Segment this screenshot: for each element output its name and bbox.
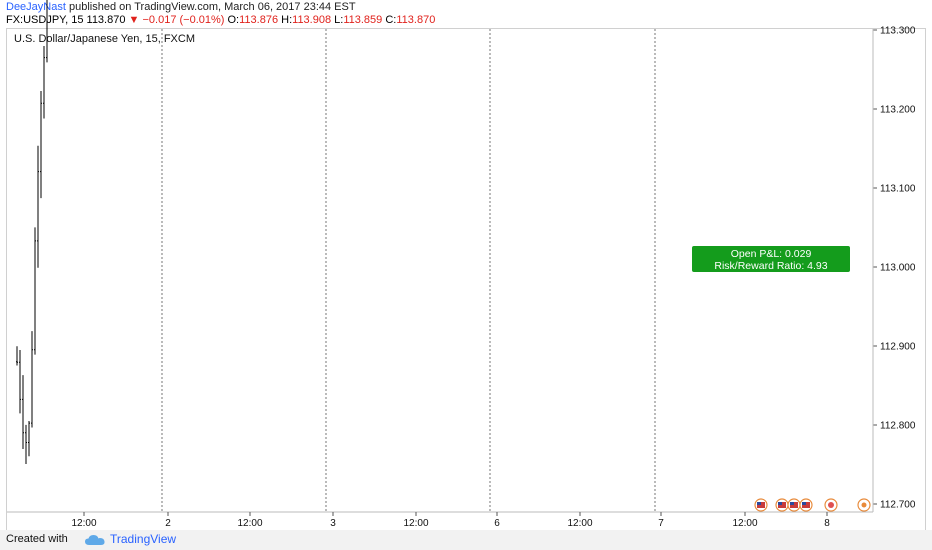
y-tick-label: 112.900 [880,342,916,353]
candle [25,424,27,465]
earnings-icon[interactable] [824,498,838,512]
position-labels: Target: 0.562 (0.49%) 56.2Open P&L: 0.02… [692,246,850,272]
candle [46,0,48,63]
candle [34,227,36,355]
created-with-text: Created with [6,533,68,545]
publish-info: published on TradingView.com, March 06, … [65,1,356,13]
y-tick-label: 112.800 [880,421,916,432]
x-tick-label: 2 [165,518,171,529]
y-tick-label: 113.100 [880,184,916,195]
quote-line: FX:USDJPY, 15 113.870 ▼ −0.017 (−0.01%) … [6,13,435,27]
candle [16,346,18,366]
us-flag-icon[interactable] [799,498,813,512]
high-value: 113.908 [292,14,332,26]
publish-header: DeeJayNast published on TradingView.com,… [6,0,356,14]
candles [16,0,48,465]
low-label: L: [334,14,344,26]
candle [28,420,30,457]
us-flag-icon[interactable] [754,498,768,512]
open-value: 113.876 [239,14,279,26]
low-value: 113.859 [343,14,383,26]
us-flag-icon[interactable] [775,498,789,512]
symbol-label: FX:USDJPY, 15 [6,14,84,26]
flag-canton [790,502,794,505]
dividend-icon[interactable] [857,498,871,512]
pnl-label: Open P&L: 0.029 [731,248,812,260]
x-tick-label: 7 [658,518,664,529]
time-axis: 12:00 2 12:00 3 12:00 6 12:00 7 12:00 8 [7,511,873,529]
open-label: O: [227,14,240,26]
x-tick-label: 6 [494,518,500,529]
y-tick-label: 112.700 [880,500,916,511]
pnl-label-bg [692,246,850,272]
x-tick-label: 3 [330,518,336,529]
flag-canton [757,502,761,505]
candle [22,375,24,450]
y-tick-label: 113.200 [880,105,916,116]
candle [43,46,45,119]
y-tick-label: 113.300 [880,26,916,37]
last-price-text: 113.870 [86,14,126,26]
y-tick-label: 113.000 [880,263,916,274]
flag-canton [778,502,782,505]
flag-canton [802,502,806,505]
session-dividers [161,29,656,512]
author-link[interactable]: DeeJayNast [6,1,66,13]
candle [19,349,21,414]
x-tick-label: 12:00 [732,518,757,529]
x-tick-label: 12:00 [567,518,592,529]
down-arrow-icon: ▼ [128,14,140,26]
footer: Created with TradingView [0,530,932,550]
x-tick-label: 12:00 [71,518,96,529]
chart-title: U.S. Dollar/Japanese Yen, 15, FXCM [14,33,195,45]
candle [31,331,33,428]
dividend-dot [861,502,867,508]
event-icons [754,498,871,512]
x-tick-label: 8 [824,518,830,529]
price-axis: 112.700 112.800 112.900 113.000 113.100 113.2… [872,26,916,512]
close-value: 113.870 [396,14,436,26]
x-tick-label: 12:00 [237,518,262,529]
tradingview-cloud-icon [85,535,105,545]
close-label: C: [385,14,397,26]
candle [40,91,42,199]
candle [37,145,39,268]
change-text: −0.017 (−0.01%) [142,14,225,26]
high-label: H: [281,14,293,26]
ratio-label: Risk/Reward Ratio: 4.93 [714,260,827,272]
tradingview-brand[interactable]: TradingView [110,532,177,546]
earnings-dot [828,502,834,508]
us-flag-icon[interactable] [787,498,801,512]
x-tick-label: 12:00 [403,518,428,529]
